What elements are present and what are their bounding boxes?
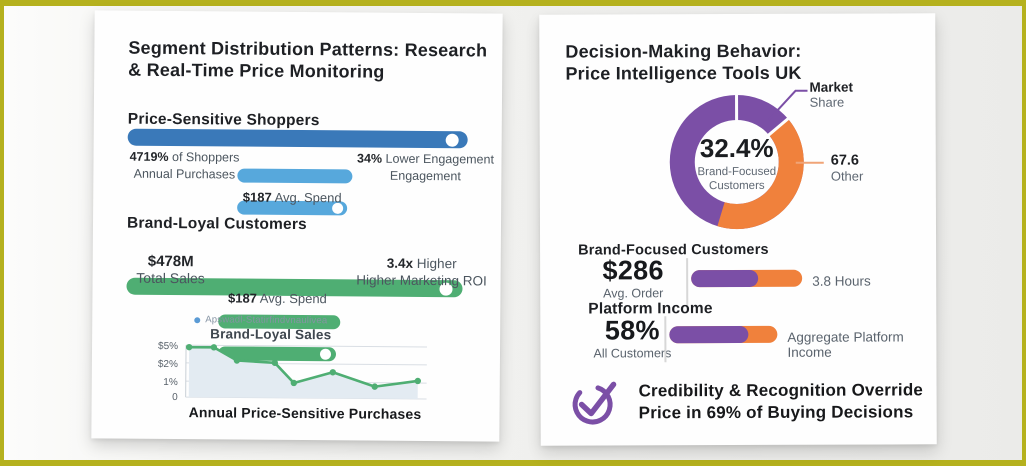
avg-spend-value: $187: [242, 189, 272, 205]
price-sensitive-sub-bar-1: [237, 168, 353, 184]
bar2-split-bar: [669, 325, 778, 344]
market-share-callout-line: [767, 89, 808, 121]
avg-spend-value: $187: [227, 290, 258, 306]
left-panel-title: Segment Distribution Patterns: Research …: [128, 37, 498, 84]
avg-spend-caption: Avg. Spend: [256, 290, 327, 307]
chart-legend: Apswadl-Statirfindvnaulivea: [194, 314, 339, 327]
bar1-stat-value: $286: [602, 255, 664, 286]
footer-statement: Credibility & Recognition Override Price…: [639, 379, 929, 424]
brand-loyal-right-stat: 3.4x Higher Higher Marketing ROI: [351, 254, 493, 289]
right-panel-title-line1: Decision-Making Behavior:: [565, 40, 802, 62]
bar2-purple-segment: [669, 325, 749, 344]
left-panel-title-line1: Segment Distribution Patterns: Research: [128, 37, 488, 61]
stat-value: 34%: [357, 151, 383, 166]
market-share-callout: Market Share: [809, 80, 853, 111]
legend-dot-blue: [194, 316, 201, 323]
right-panel-title-line2: Price Intelligence Tools UK: [565, 62, 802, 84]
bar1-purple-segment: [691, 269, 758, 288]
divider: [686, 258, 689, 307]
price-sensitive-avg-spend: $187 Avg. Spend: [223, 189, 361, 206]
market-share-donut-chart: [669, 92, 804, 230]
legend-dot-green: [332, 317, 339, 324]
left-panel-card: Segment Distribution Patterns: Research …: [91, 10, 503, 442]
price-sensitive-main-bar: [127, 128, 468, 149]
market-callout-bold: Market: [809, 79, 854, 95]
price-sensitive-left-stat: 4719% of Shoppers Annual Purchases: [125, 149, 243, 184]
bar2-right-label: Aggregate Platform Income: [787, 329, 904, 360]
brand-loyal-left-stat: $478M Total Sales: [121, 253, 221, 288]
donut-center-value: 32.4%: [699, 132, 774, 164]
brand-loyal-sales-line-chart: [185, 343, 428, 400]
stat-value: $478M: [147, 252, 194, 271]
ytick-3: 0: [172, 392, 178, 404]
avg-spend-caption: Avg. Spend: [271, 189, 342, 206]
right-panel-title: Decision-Making Behavior: Price Intellig…: [565, 39, 905, 84]
stat-line2: Engagement: [389, 168, 461, 184]
bar1-stat: $286 Avg. Order: [580, 255, 686, 301]
stat-caption: Lower Engagement: [382, 151, 495, 167]
brand-loyal-avg-spend: $187 Avg. Spend: [208, 290, 346, 306]
left-panel-title-line2: & Real-Time Price Monitoring: [128, 59, 385, 82]
line-chart-title: Brand-Loyal Sales: [210, 326, 332, 343]
divider: [664, 316, 667, 363]
other-callout-value: 67.6: [830, 152, 860, 169]
price-sensitive-heading: Price-Sensitive Shoppers: [127, 110, 320, 130]
price-sensitive-right-stat: 34% Lower Engagement Engagement: [355, 150, 495, 185]
stat-line2: Total Sales: [136, 269, 205, 287]
footer-line2: Price in 69% of Buying Decisions: [638, 402, 914, 423]
donut-center-label: 32.4% Brand-Focused Customers: [687, 132, 787, 193]
bar1-split-bar: [691, 269, 803, 288]
ytick-1: $2%: [157, 358, 178, 371]
ytick-2: 1%: [163, 376, 178, 389]
right-panel-card: Decision-Making Behavior: Price Intellig…: [539, 13, 937, 446]
stat-value: 4719%: [129, 149, 169, 164]
brand-loyal-heading: Brand-Loyal Customers: [126, 214, 307, 234]
other-callout: 67.6 Other: [830, 152, 864, 185]
stat-line1: 3.4x Higher: [351, 254, 493, 272]
stat-line1: 34% Lower Engagement: [355, 150, 495, 168]
line-chart-xlabel: Annual Price-Sensitive Purchases: [188, 404, 422, 422]
stat-line1: $478M: [121, 253, 221, 271]
bar1-right-label: 3.8 Hours: [812, 273, 871, 289]
stat-value: 3.4x: [386, 255, 414, 271]
bar-endpoint-dot: [445, 133, 459, 147]
donut-center-caption: Brand-Focused Customers: [687, 165, 787, 193]
stat-caption: of Shoppers: [168, 149, 240, 165]
ytick-0: $5%: [157, 340, 179, 353]
legend-label: Apswadl-Statirfindvnaulivea: [205, 314, 328, 327]
other-callout-label: Other: [830, 168, 864, 184]
checkmark-icon: [572, 381, 617, 425]
stat-line2: Higher Marketing ROI: [356, 272, 487, 289]
stat-caption: Higher: [413, 255, 457, 272]
stat-line1: 4719% of Shoppers: [125, 149, 243, 167]
stat-line2: Annual Purchases: [133, 166, 236, 182]
footer-line1: Credibility & Recognition Override: [638, 380, 924, 401]
market-callout-sub: Share: [809, 94, 845, 110]
donut-center-caption-line2: Customers: [709, 179, 765, 193]
bar1-stat-caption: Avg. Order: [603, 286, 664, 301]
donut-center-caption-line1: Brand-Focused: [697, 165, 777, 179]
other-callout-line: [795, 161, 824, 164]
